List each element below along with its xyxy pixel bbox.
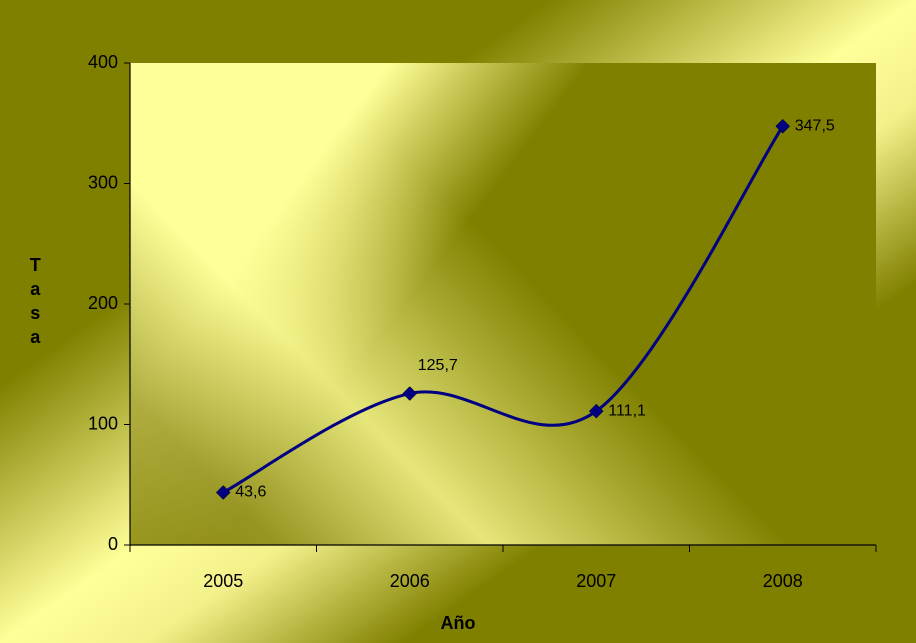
y-tick-label: 400 xyxy=(88,52,118,72)
marker xyxy=(775,118,791,134)
data-label: 347,5 xyxy=(795,117,835,134)
y-axis-label: Tasa xyxy=(25,255,45,351)
x-tick-label: 2008 xyxy=(763,571,803,591)
x-tick-label: 2005 xyxy=(203,571,243,591)
plot-area-shade xyxy=(130,63,876,545)
x-tick-label: 2006 xyxy=(390,571,430,591)
data-label: 125,7 xyxy=(418,357,458,374)
marker xyxy=(588,403,604,419)
y-tick-label: 100 xyxy=(88,413,118,433)
data-label: 43,6 xyxy=(235,484,266,501)
x-axis-label: Año xyxy=(441,613,476,633)
line xyxy=(222,125,785,494)
marker xyxy=(402,386,418,401)
y-tick-label: 200 xyxy=(88,293,118,313)
x-tick-label: 2007 xyxy=(576,571,616,591)
y-tick-label: 0 xyxy=(108,534,118,554)
data-label: 111,1 xyxy=(608,402,646,419)
y-tick-label: 300 xyxy=(88,172,118,192)
marker xyxy=(215,485,231,500)
